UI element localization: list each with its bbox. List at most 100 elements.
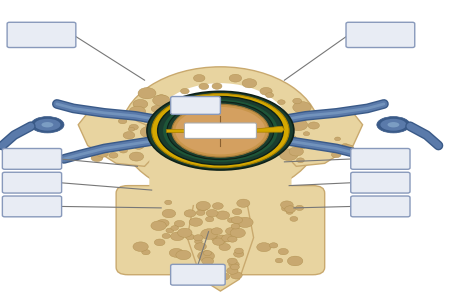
Circle shape [133, 242, 148, 252]
Ellipse shape [121, 67, 320, 198]
Circle shape [296, 143, 304, 149]
Circle shape [230, 228, 246, 238]
Circle shape [201, 229, 218, 239]
Circle shape [231, 217, 243, 224]
Circle shape [213, 238, 224, 245]
Circle shape [288, 135, 296, 140]
Circle shape [383, 161, 395, 169]
Circle shape [184, 210, 196, 217]
Circle shape [91, 154, 103, 162]
Circle shape [234, 223, 241, 228]
Circle shape [146, 123, 157, 129]
Circle shape [281, 201, 293, 209]
Circle shape [153, 95, 170, 106]
Circle shape [293, 122, 300, 126]
FancyBboxPatch shape [2, 148, 62, 169]
Circle shape [157, 219, 169, 227]
Circle shape [297, 158, 304, 163]
Circle shape [269, 243, 278, 248]
Ellipse shape [42, 122, 54, 127]
Circle shape [290, 217, 298, 221]
Circle shape [237, 217, 253, 228]
Circle shape [226, 228, 237, 235]
Circle shape [176, 250, 191, 260]
Circle shape [227, 267, 238, 274]
Circle shape [211, 236, 220, 242]
Circle shape [129, 106, 146, 116]
FancyBboxPatch shape [2, 172, 62, 193]
Circle shape [196, 210, 205, 216]
Circle shape [156, 95, 167, 101]
Circle shape [278, 248, 288, 255]
Circle shape [293, 98, 301, 104]
FancyBboxPatch shape [346, 22, 415, 48]
FancyBboxPatch shape [116, 186, 325, 275]
Circle shape [97, 150, 108, 157]
Circle shape [331, 152, 341, 158]
Circle shape [178, 228, 192, 237]
Circle shape [202, 273, 210, 278]
Polygon shape [78, 113, 159, 166]
Circle shape [140, 126, 159, 138]
Circle shape [143, 127, 153, 134]
Circle shape [199, 83, 209, 89]
Circle shape [174, 220, 185, 227]
Circle shape [231, 223, 240, 229]
Circle shape [287, 256, 303, 266]
Circle shape [286, 210, 293, 214]
Circle shape [195, 239, 202, 244]
Circle shape [185, 234, 194, 240]
Circle shape [219, 273, 230, 280]
Circle shape [162, 209, 176, 218]
FancyBboxPatch shape [351, 196, 410, 217]
Circle shape [46, 161, 58, 169]
Circle shape [155, 239, 165, 246]
Circle shape [275, 258, 283, 263]
Ellipse shape [157, 97, 283, 165]
Circle shape [193, 235, 203, 241]
Circle shape [260, 87, 272, 95]
Circle shape [222, 235, 234, 242]
Circle shape [142, 249, 150, 255]
Circle shape [129, 124, 138, 130]
Circle shape [234, 251, 244, 257]
Circle shape [237, 199, 250, 207]
Circle shape [335, 137, 340, 141]
Circle shape [193, 75, 205, 82]
Ellipse shape [172, 104, 269, 157]
Circle shape [229, 261, 239, 268]
Circle shape [326, 145, 337, 152]
Circle shape [166, 228, 174, 233]
Circle shape [181, 89, 189, 94]
Ellipse shape [380, 119, 407, 131]
Circle shape [198, 251, 215, 261]
Ellipse shape [167, 102, 274, 160]
Ellipse shape [35, 119, 61, 131]
FancyBboxPatch shape [351, 148, 410, 169]
Circle shape [171, 232, 184, 241]
Circle shape [342, 145, 354, 152]
Ellipse shape [175, 107, 265, 154]
Circle shape [212, 203, 223, 209]
Circle shape [133, 99, 148, 109]
FancyBboxPatch shape [7, 22, 76, 48]
Circle shape [206, 209, 218, 217]
Circle shape [257, 243, 271, 252]
Circle shape [219, 244, 230, 251]
Circle shape [295, 205, 304, 211]
Circle shape [235, 248, 243, 254]
Circle shape [119, 148, 128, 153]
Circle shape [280, 149, 298, 160]
Circle shape [169, 248, 183, 257]
Circle shape [289, 119, 308, 131]
Circle shape [212, 83, 222, 89]
Circle shape [206, 217, 214, 222]
Circle shape [289, 147, 303, 156]
Circle shape [143, 117, 152, 123]
Circle shape [216, 211, 229, 219]
Circle shape [138, 88, 156, 99]
Circle shape [215, 235, 228, 243]
Circle shape [265, 93, 273, 98]
Circle shape [303, 132, 310, 136]
FancyBboxPatch shape [2, 196, 62, 217]
